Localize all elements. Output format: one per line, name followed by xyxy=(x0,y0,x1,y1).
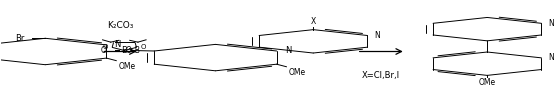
Text: N: N xyxy=(115,40,121,49)
Text: OMe: OMe xyxy=(119,62,136,71)
Text: O: O xyxy=(102,44,108,50)
Text: OMe: OMe xyxy=(289,68,306,77)
Text: O–B: O–B xyxy=(126,46,141,55)
Text: O: O xyxy=(141,44,146,50)
Text: X: X xyxy=(311,17,316,26)
Text: X=Cl,Br,I: X=Cl,Br,I xyxy=(362,71,401,80)
Text: OMe: OMe xyxy=(479,78,496,87)
Text: N: N xyxy=(548,53,554,62)
Text: Br: Br xyxy=(16,34,24,43)
Text: O: O xyxy=(100,46,106,55)
Text: N: N xyxy=(548,19,554,28)
Text: N: N xyxy=(375,31,380,40)
Text: K₂CO₃: K₂CO₃ xyxy=(107,21,134,30)
Text: B: B xyxy=(121,46,127,55)
Text: N: N xyxy=(285,46,291,56)
